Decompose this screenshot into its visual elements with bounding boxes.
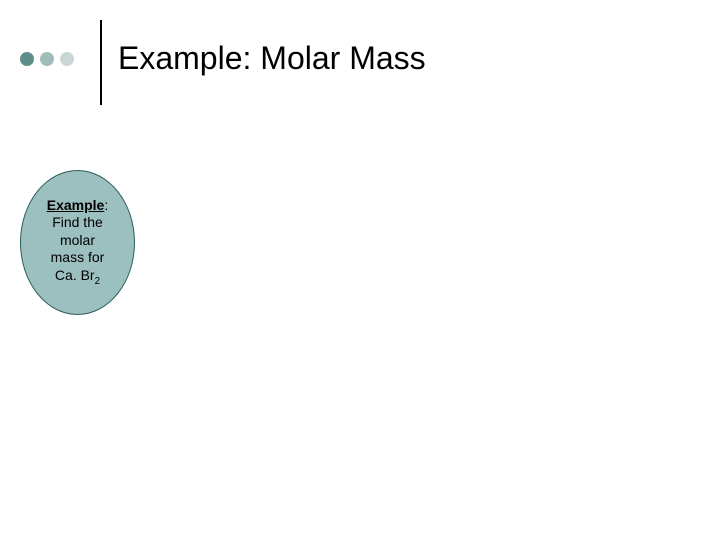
bullet-2 [40, 52, 54, 66]
bullet-1 [20, 52, 34, 66]
slide-header: Example: Molar Mass [20, 30, 700, 100]
slide-title: Example: Molar Mass [118, 40, 426, 77]
header-vertical-rule [100, 20, 102, 105]
callout-label: Example [47, 197, 105, 213]
header-bullets [20, 52, 74, 66]
example-callout-text: Example: Find the molar mass for Ca. Br2 [47, 197, 108, 288]
callout-line-2: molar [60, 232, 95, 248]
callout-formula-sub: 2 [95, 276, 100, 287]
callout-formula-base: Ca. Br [55, 267, 95, 283]
example-callout: Example: Find the molar mass for Ca. Br2 [20, 170, 135, 315]
bullet-3 [60, 52, 74, 66]
callout-line-1: Find the [52, 214, 103, 230]
callout-line-3: mass for [51, 249, 105, 265]
